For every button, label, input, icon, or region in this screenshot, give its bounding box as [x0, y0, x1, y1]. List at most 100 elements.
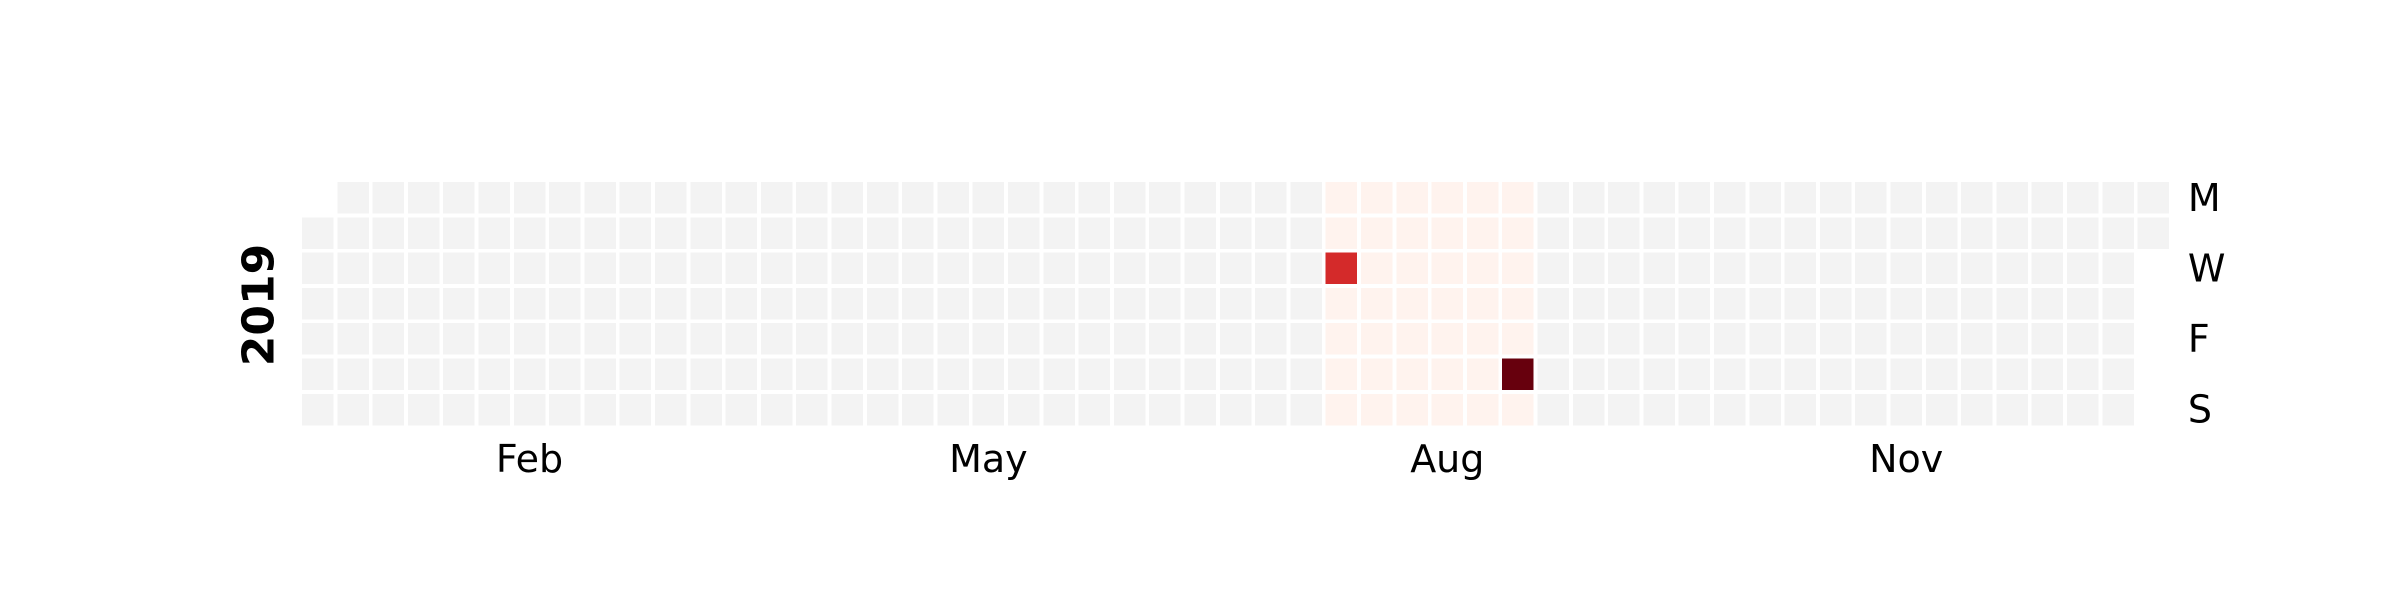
day-cell [549, 323, 581, 355]
day-cell [1925, 393, 1958, 426]
day-cell [619, 182, 652, 214]
day-cell [831, 287, 863, 320]
day-cell [937, 393, 969, 426]
day-cell [1466, 217, 1499, 249]
day-cell [1678, 252, 1711, 285]
day-cell [1502, 323, 1534, 355]
day-cell [407, 217, 440, 249]
day-cell [302, 323, 334, 355]
day-cell [1325, 217, 1358, 249]
day-cell [1537, 287, 1569, 320]
day-cell [1361, 323, 1393, 355]
day-cell [337, 323, 369, 355]
day-cell [513, 182, 546, 214]
day-cell [1325, 323, 1358, 355]
day-cell [796, 358, 828, 390]
day-cell [619, 393, 652, 426]
day-cell [937, 252, 969, 285]
day-cell [1925, 323, 1958, 355]
day-cell [937, 323, 969, 355]
day-cell [1678, 182, 1711, 214]
day-cell [1572, 287, 1605, 320]
day-cell [2031, 252, 2064, 285]
day-cell [1219, 358, 1252, 390]
day-cell [584, 217, 616, 249]
day-cell [1961, 217, 1993, 249]
day-cell [478, 182, 510, 214]
day-cell [478, 252, 510, 285]
day-cell [1184, 358, 1216, 390]
day-cell [1149, 358, 1181, 390]
day-cell [1714, 393, 1746, 426]
day-cell [1961, 252, 1993, 285]
day-cell [796, 393, 828, 426]
day-cell [1078, 182, 1111, 214]
day-cell [972, 252, 1005, 285]
day-cell [725, 323, 758, 355]
day-cell [1431, 358, 1464, 390]
day-cell [972, 358, 1005, 390]
day-cell [1855, 358, 1887, 390]
day-cell [1855, 252, 1887, 285]
day-cell [1431, 217, 1464, 249]
day-cell [1043, 182, 1075, 214]
day-cell [760, 323, 793, 355]
day-cell [1255, 287, 1287, 320]
day-cell [866, 393, 899, 426]
day-cell [443, 252, 475, 285]
day-cell [619, 252, 652, 285]
day-cell [1290, 393, 1322, 426]
day-cell [831, 217, 863, 249]
day-cell [902, 217, 934, 249]
day-cell [1219, 252, 1252, 285]
day-cell [337, 182, 369, 214]
day-cell [1466, 358, 1499, 390]
day-cell [1819, 252, 1852, 285]
day-cell [2102, 217, 2134, 249]
day-cell [655, 217, 687, 249]
day-cell [2067, 252, 2099, 285]
day-cell [1361, 217, 1393, 249]
day-cell [725, 358, 758, 390]
day-cell [902, 358, 934, 390]
day-cell [1255, 323, 1287, 355]
day-cell [1008, 358, 1040, 390]
day-cell [866, 358, 899, 390]
day-cell [1290, 323, 1322, 355]
day-cell [1361, 393, 1393, 426]
day-cell [1219, 182, 1252, 214]
day-cell [1961, 358, 1993, 390]
day-cell [1643, 182, 1675, 214]
day-cell [655, 287, 687, 320]
day-cell [760, 182, 793, 214]
day-cell [760, 217, 793, 249]
day-cell [1149, 287, 1181, 320]
day-cell [549, 252, 581, 285]
day-cell [1643, 287, 1675, 320]
day-cell [902, 182, 934, 214]
month-tick-label: Feb [496, 437, 563, 481]
day-cell [372, 393, 405, 426]
day-cell [1890, 323, 1922, 355]
day-cell [760, 252, 793, 285]
day-cell [1890, 358, 1922, 390]
day-cell [2067, 323, 2099, 355]
day-cell [796, 252, 828, 285]
day-cell [2031, 217, 2064, 249]
day-cell [407, 393, 440, 426]
day-cell [2102, 252, 2134, 285]
day-cell [1996, 358, 2028, 390]
day-cell [1043, 393, 1075, 426]
day-cell [1961, 323, 1993, 355]
day-cell [2067, 217, 2099, 249]
day-cell [1078, 287, 1111, 320]
day-cell [1749, 323, 1781, 355]
day-cell [1219, 323, 1252, 355]
day-cell [1502, 182, 1534, 214]
day-cell [443, 182, 475, 214]
day-cell [2067, 182, 2099, 214]
day-cell [1714, 217, 1746, 249]
day-cell [1784, 323, 1817, 355]
day-cell [1113, 252, 1146, 285]
day-cell [619, 358, 652, 390]
